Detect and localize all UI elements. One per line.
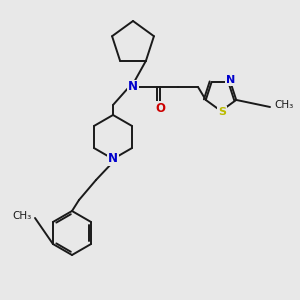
Text: N: N (128, 80, 138, 94)
Text: N: N (108, 152, 118, 166)
Text: N: N (226, 75, 235, 85)
Text: S: S (218, 107, 226, 117)
Text: O: O (155, 101, 165, 115)
Text: CH₃: CH₃ (13, 211, 32, 221)
Text: CH₃: CH₃ (274, 100, 293, 110)
